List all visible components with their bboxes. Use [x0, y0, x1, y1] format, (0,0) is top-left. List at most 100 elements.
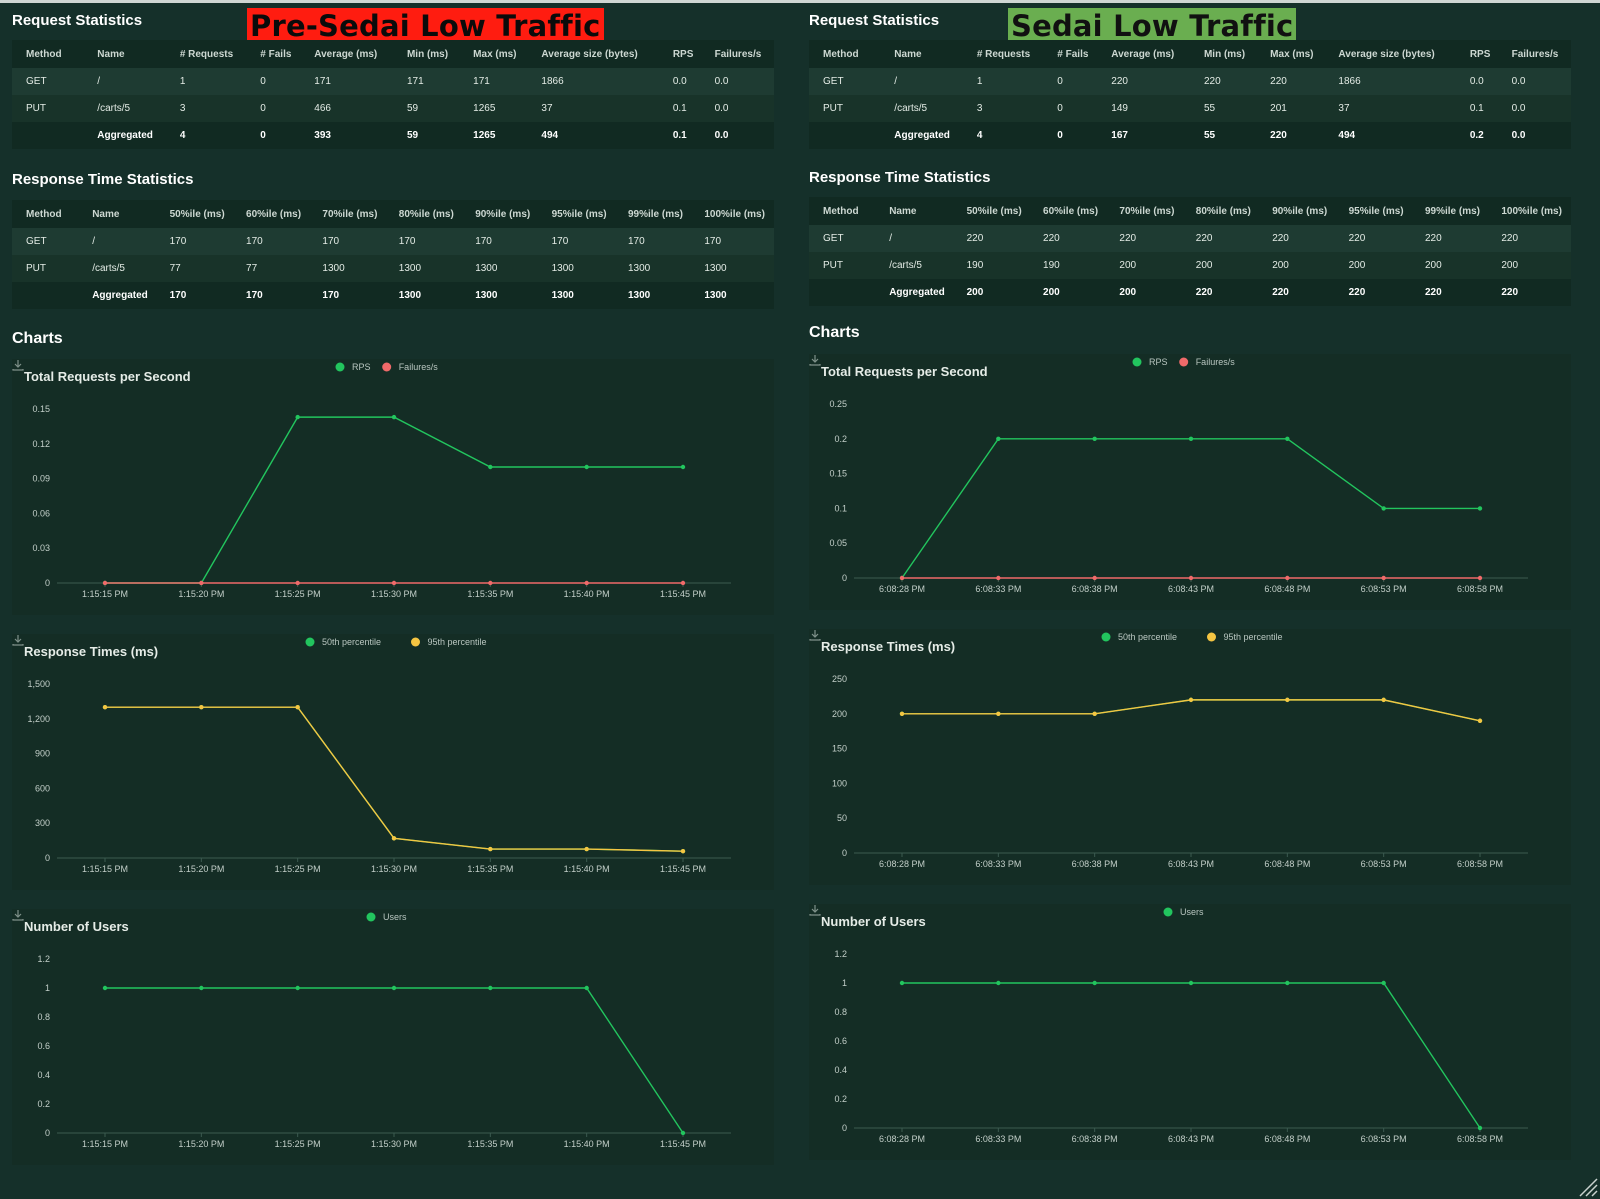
column-header[interactable]: Failures/s: [700, 40, 774, 68]
download-icon[interactable]: [809, 629, 821, 641]
data-point[interactable]: [391, 580, 397, 586]
data-point[interactable]: [996, 575, 1001, 581]
data-point[interactable]: [1092, 980, 1097, 986]
legend-item[interactable]: 50th percentile: [305, 637, 382, 647]
data-point[interactable]: [1092, 711, 1097, 716]
column-header[interactable]: Average (ms): [300, 40, 393, 68]
data-point[interactable]: [199, 985, 204, 991]
column-header[interactable]: 50%ile (ms): [952, 197, 1030, 225]
legend-item[interactable]: Users: [1163, 907, 1205, 917]
data-point[interactable]: [899, 711, 905, 716]
download-icon[interactable]: [12, 909, 24, 921]
data-point[interactable]: [996, 711, 1001, 716]
data-point[interactable]: [1477, 1125, 1483, 1131]
data-point[interactable]: [584, 846, 589, 852]
legend-item[interactable]: RPS: [1132, 357, 1168, 367]
column-header[interactable]: 90%ile (ms): [1258, 197, 1335, 225]
data-point[interactable]: [899, 980, 905, 986]
column-header[interactable]: # Requests: [165, 40, 247, 68]
data-point[interactable]: [1381, 575, 1386, 581]
column-header[interactable]: Min (ms): [392, 40, 460, 68]
column-header[interactable]: Name: [875, 197, 953, 225]
legend-item[interactable]: Users: [366, 912, 408, 922]
data-point[interactable]: [680, 580, 686, 586]
data-point[interactable]: [1188, 575, 1194, 581]
data-point[interactable]: [996, 980, 1001, 986]
data-point[interactable]: [1285, 436, 1290, 441]
column-header[interactable]: Max (ms): [459, 40, 528, 68]
column-header[interactable]: 80%ile (ms): [1181, 197, 1259, 225]
column-header[interactable]: Average size (bytes): [527, 40, 659, 68]
data-point[interactable]: [295, 705, 300, 710]
data-point[interactable]: [1477, 718, 1483, 723]
column-header[interactable]: 95%ile (ms): [1334, 197, 1411, 225]
data-point[interactable]: [102, 705, 108, 710]
column-header[interactable]: RPS: [1455, 40, 1498, 68]
legend-item[interactable]: 50th percentile: [1101, 632, 1178, 642]
download-icon[interactable]: [12, 634, 24, 646]
column-header[interactable]: Name: [78, 200, 156, 228]
column-header[interactable]: # Fails: [246, 40, 301, 68]
column-header[interactable]: # Requests: [962, 40, 1044, 68]
column-header[interactable]: Average (ms): [1097, 40, 1190, 68]
data-point[interactable]: [584, 985, 589, 991]
column-header[interactable]: 60%ile (ms): [232, 200, 309, 228]
column-header[interactable]: 99%ile (ms): [613, 200, 691, 228]
column-header[interactable]: Method: [809, 40, 881, 68]
legend-item[interactable]: Failures/s: [382, 362, 438, 372]
data-point[interactable]: [1285, 575, 1290, 581]
data-point[interactable]: [488, 985, 493, 991]
data-point[interactable]: [295, 580, 300, 586]
data-point[interactable]: [1092, 575, 1097, 581]
column-header[interactable]: Max (ms): [1256, 40, 1325, 68]
column-header[interactable]: 60%ile (ms): [1029, 197, 1106, 225]
column-header[interactable]: 50%ile (ms): [155, 200, 233, 228]
download-icon[interactable]: [12, 359, 24, 371]
legend-item[interactable]: RPS: [335, 362, 371, 372]
data-point[interactable]: [584, 464, 589, 470]
data-point[interactable]: [199, 580, 204, 586]
column-header[interactable]: # Fails: [1043, 40, 1098, 68]
column-header[interactable]: Method: [12, 40, 84, 68]
column-header[interactable]: Average size (bytes): [1324, 40, 1456, 68]
column-header[interactable]: Min (ms): [1189, 40, 1257, 68]
column-header[interactable]: Method: [809, 197, 876, 225]
data-point[interactable]: [680, 464, 686, 470]
data-point[interactable]: [1381, 506, 1386, 511]
column-header[interactable]: 100%ile (ms): [690, 200, 774, 228]
data-point[interactable]: [1092, 436, 1097, 441]
data-point[interactable]: [295, 985, 300, 991]
column-header[interactable]: RPS: [658, 40, 701, 68]
column-header[interactable]: 90%ile (ms): [461, 200, 538, 228]
data-point[interactable]: [899, 575, 905, 581]
data-point[interactable]: [391, 414, 397, 420]
download-icon[interactable]: [809, 354, 821, 366]
legend-item[interactable]: Failures/s: [1179, 357, 1235, 367]
data-point[interactable]: [391, 985, 397, 991]
column-header[interactable]: Name: [83, 40, 166, 68]
data-point[interactable]: [1188, 697, 1194, 703]
data-point[interactable]: [680, 848, 686, 854]
column-header[interactable]: Name: [880, 40, 963, 68]
download-icon[interactable]: [809, 904, 821, 916]
data-point[interactable]: [295, 414, 300, 420]
resize-handle-icon[interactable]: [1576, 1175, 1598, 1197]
column-header[interactable]: 70%ile (ms): [1105, 197, 1182, 225]
data-point[interactable]: [488, 580, 493, 586]
data-point[interactable]: [680, 1130, 686, 1136]
column-header[interactable]: Method: [12, 200, 79, 228]
data-point[interactable]: [584, 580, 589, 586]
column-header[interactable]: Failures/s: [1497, 40, 1571, 68]
data-point[interactable]: [102, 985, 108, 991]
column-header[interactable]: 70%ile (ms): [308, 200, 385, 228]
data-point[interactable]: [1188, 436, 1194, 441]
column-header[interactable]: 100%ile (ms): [1487, 197, 1571, 225]
data-point[interactable]: [1477, 506, 1483, 511]
data-point[interactable]: [488, 464, 493, 470]
column-header[interactable]: 95%ile (ms): [537, 200, 614, 228]
data-point[interactable]: [1381, 697, 1386, 703]
data-point[interactable]: [102, 580, 108, 586]
legend-item[interactable]: 95th percentile: [411, 637, 487, 647]
column-header[interactable]: 80%ile (ms): [384, 200, 462, 228]
data-point[interactable]: [1285, 980, 1290, 986]
